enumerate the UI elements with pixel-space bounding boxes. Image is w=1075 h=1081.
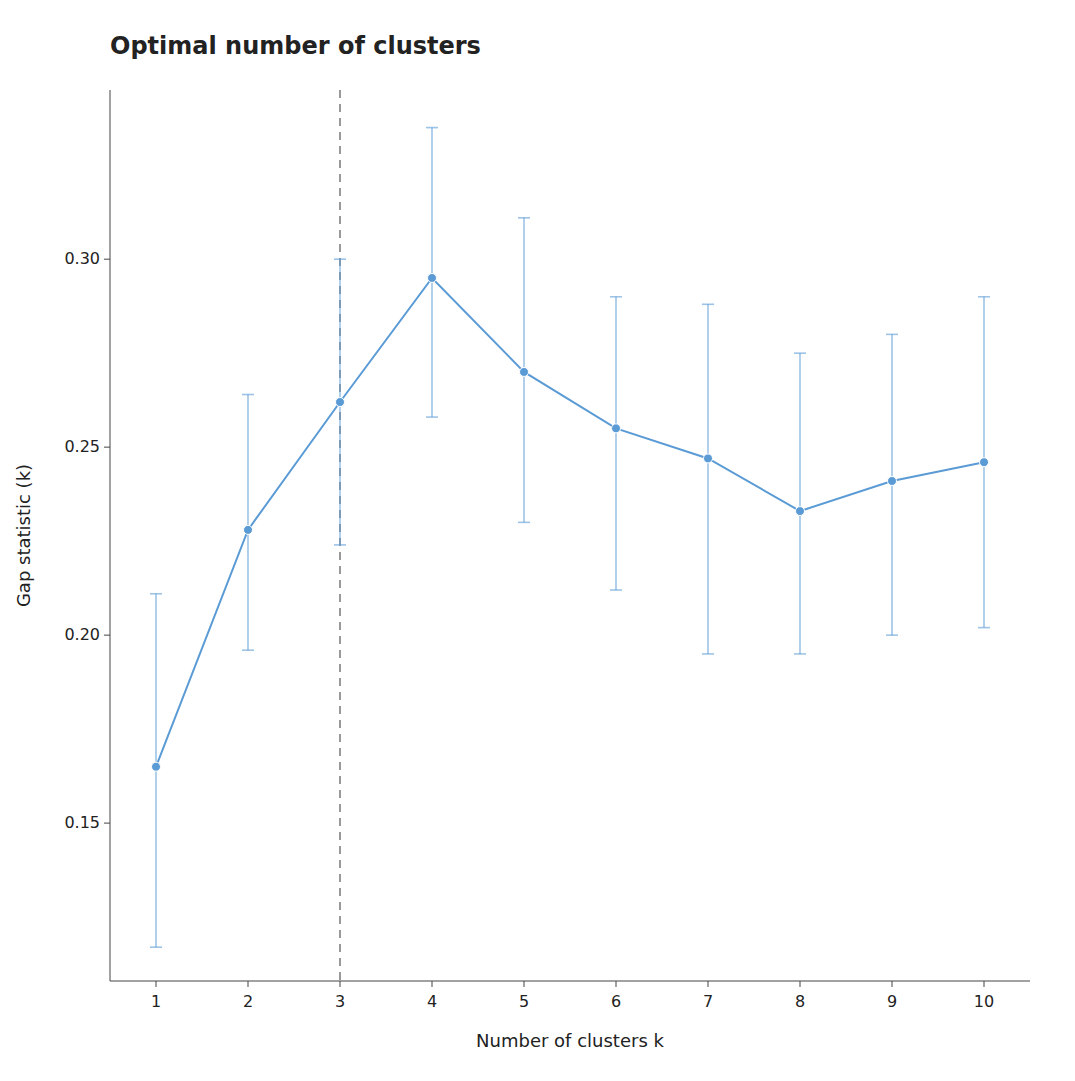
y-tick-label: 0.20 bbox=[64, 625, 100, 644]
x-tick-label: 7 bbox=[703, 992, 713, 1011]
point bbox=[888, 476, 897, 485]
plot-area bbox=[150, 90, 990, 981]
y-axis-label: Gap statistic (k) bbox=[13, 464, 34, 607]
point bbox=[428, 273, 437, 282]
point bbox=[980, 458, 989, 467]
x-axis-label: Number of clusters k bbox=[476, 1030, 664, 1051]
y-axis bbox=[110, 90, 111, 981]
error-bar bbox=[794, 353, 806, 654]
x-tick bbox=[800, 981, 801, 987]
point bbox=[244, 525, 253, 534]
x-tick bbox=[892, 981, 893, 987]
y-tick-label: 0.15 bbox=[64, 813, 100, 832]
x-tick bbox=[432, 981, 433, 987]
x-tick-label: 3 bbox=[335, 992, 345, 1011]
y-tick-label: 0.30 bbox=[64, 249, 100, 268]
error-bar bbox=[978, 297, 990, 628]
reference-line bbox=[339, 90, 341, 981]
point bbox=[336, 398, 345, 407]
x-tick bbox=[616, 981, 617, 987]
y-tick-label: 0.25 bbox=[64, 437, 100, 456]
x-tick bbox=[984, 981, 985, 987]
point bbox=[520, 367, 529, 376]
chart: Optimal number of clusters 1 2 3 4 5 6 7 8 9 10 0.1… bbox=[0, 0, 1075, 1081]
title: Optimal number of clusters bbox=[110, 32, 481, 60]
x-tick-label: 10 bbox=[974, 992, 994, 1011]
x-tick-label: 9 bbox=[887, 992, 897, 1011]
point bbox=[152, 762, 161, 771]
y-tick bbox=[104, 823, 110, 824]
x-tick-label: 8 bbox=[795, 992, 805, 1011]
point bbox=[704, 454, 713, 463]
line bbox=[156, 278, 984, 767]
error-bar bbox=[334, 259, 346, 545]
error-bar bbox=[150, 594, 162, 947]
x-tick bbox=[340, 981, 341, 987]
error-bar bbox=[610, 297, 622, 590]
chart-container: Optimal number of clusters 1 2 3 4 5 6 7 8 9 10 0.1… bbox=[0, 0, 1075, 1081]
x-tick bbox=[708, 981, 709, 987]
x-tick bbox=[524, 981, 525, 987]
x-tick bbox=[248, 981, 249, 987]
x-tick bbox=[156, 981, 157, 987]
x-tick-label: 1 bbox=[151, 992, 161, 1011]
error-bar bbox=[426, 128, 438, 417]
point bbox=[796, 507, 805, 516]
y-tick bbox=[104, 635, 110, 636]
y-tick bbox=[104, 447, 110, 448]
point bbox=[612, 424, 621, 433]
x-tick-label: 5 bbox=[519, 992, 529, 1011]
x-tick-label: 6 bbox=[611, 992, 621, 1011]
error-bar bbox=[886, 334, 898, 635]
y-tick bbox=[104, 259, 110, 260]
x-tick-label: 2 bbox=[243, 992, 253, 1011]
error-bar bbox=[702, 304, 714, 654]
x-tick-label: 4 bbox=[427, 992, 437, 1011]
error-bar bbox=[518, 218, 530, 523]
